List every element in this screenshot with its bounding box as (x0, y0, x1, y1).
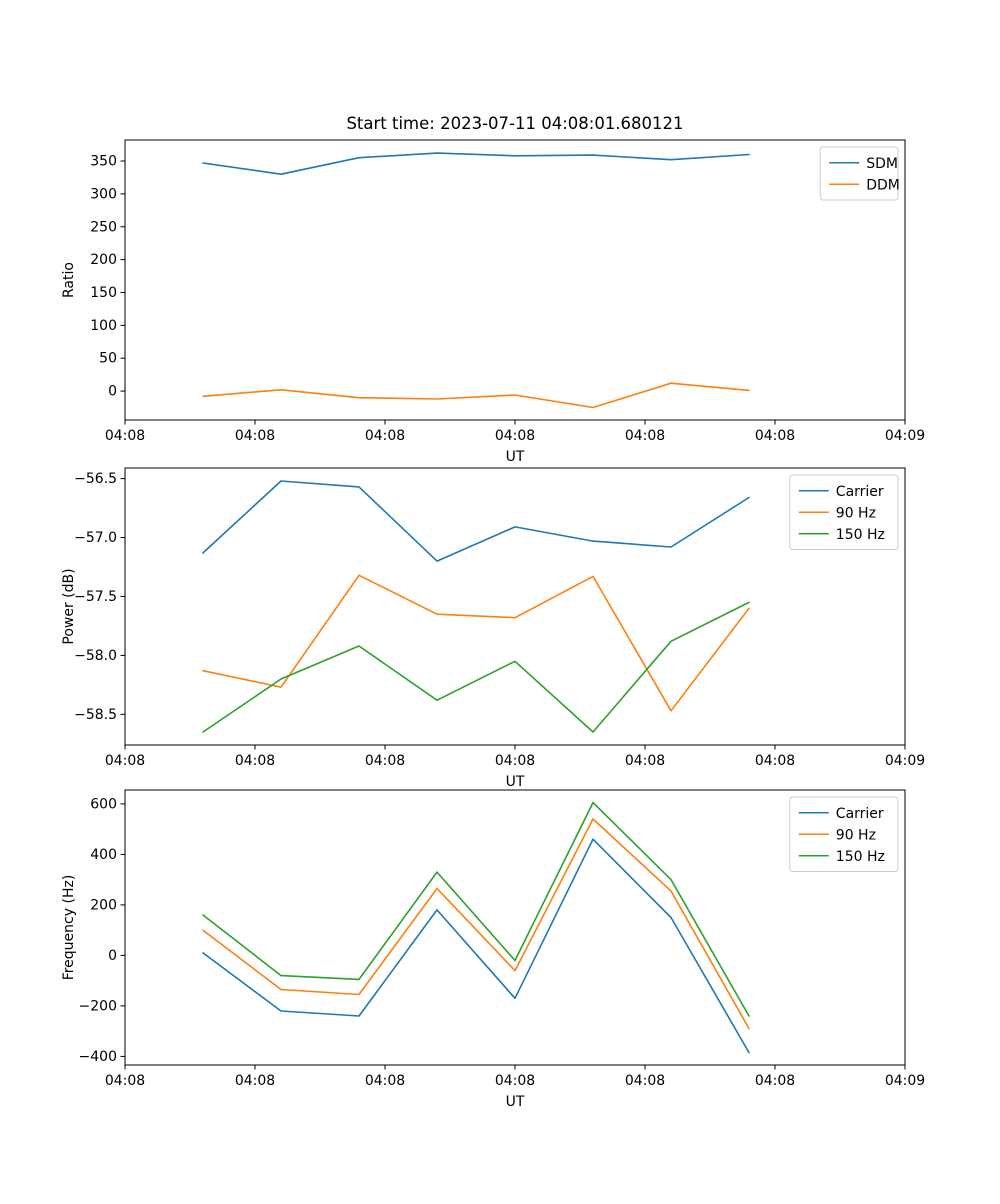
x-tick-label: 04:08 (755, 1073, 795, 1089)
y-tick-label: −57.5 (74, 589, 117, 605)
legend-label-carrier: Carrier (836, 484, 884, 500)
y-tick-label: 50 (99, 351, 117, 367)
x-tick-label: 04:08 (495, 428, 535, 444)
series-line-150-hz (202, 601, 750, 733)
x-tick-label: 04:08 (365, 753, 405, 769)
y-axis-label: Power (dB) (61, 568, 77, 644)
x-tick-label: 04:08 (625, 753, 665, 769)
y-tick-label: 400 (90, 847, 117, 863)
axes-frame (124, 467, 906, 746)
y-tick-label: 150 (90, 285, 117, 301)
series-line-150-hz (202, 801, 750, 1017)
x-tick-label: 04:09 (885, 753, 925, 769)
legend-label-90-hz: 90 Hz (836, 827, 876, 843)
x-tick-label: 04:08 (625, 1073, 665, 1089)
y-axis-label: Frequency (Hz) (61, 875, 77, 981)
series-line-carrier (202, 838, 750, 1054)
x-tick-label: 04:08 (495, 1073, 535, 1089)
y-tick-label: −57.0 (74, 530, 117, 546)
subplot-2: 04:08 04:08 04:08 04:08 04:08 04:08 04:09 −58.5… (61, 467, 925, 790)
subplot-1: 04:08 04:08 04:08 04:08 04:08 04:08 04:09 0 50 10… (61, 114, 925, 465)
subplot-3: 04:08 04:08 04:08 04:08 04:08 04:08 04:09 −400 −… (61, 789, 925, 1110)
y-tick-label: 600 (90, 796, 117, 812)
legend-frame (789, 796, 899, 872)
legend-label-90-hz: 90 Hz (836, 505, 876, 521)
y-axis-label: Ratio (61, 262, 77, 298)
x-tick-label: 04:09 (885, 1073, 925, 1089)
series-line-ddm (202, 382, 750, 409)
series-line-90-hz (202, 574, 750, 712)
legend-frame (819, 146, 899, 201)
legend-label-sdm: SDM (866, 156, 898, 172)
y-tick-label: −400 (79, 1049, 117, 1065)
x-tick-label: 04:08 (755, 428, 795, 444)
x-tick-label: 04:08 (625, 428, 665, 444)
y-tick-label: −58.5 (74, 707, 117, 723)
x-tick-label: 04:08 (105, 753, 145, 769)
x-tick-label: 04:08 (235, 428, 275, 444)
x-tick-label: 04:09 (885, 428, 925, 444)
y-tick-label: −200 (79, 998, 117, 1014)
plot-title: Start time: 2023-07-11 04:08:01.680121 (346, 114, 683, 133)
y-tick-label: 0 (108, 948, 117, 964)
y-tick-label: −58.0 (74, 648, 117, 664)
axes-frame (124, 139, 906, 421)
x-tick-label: 04:08 (235, 753, 275, 769)
legend-label-carrier: Carrier (836, 806, 884, 822)
series-line-carrier (202, 480, 750, 562)
x-tick-label: 04:08 (105, 428, 145, 444)
legend-frame (789, 474, 899, 550)
x-tick-label: 04:08 (235, 1073, 275, 1089)
axes-frame (124, 789, 906, 1066)
x-tick-label: 04:08 (105, 1073, 145, 1089)
x-axis-label: UT (506, 1094, 525, 1110)
x-tick-label: 04:08 (495, 753, 535, 769)
legend-label-150-hz: 150 Hz (836, 527, 885, 543)
y-tick-label: 250 (90, 219, 117, 235)
y-tick-label: 300 (90, 186, 117, 202)
y-tick-label: 100 (90, 318, 117, 334)
x-tick-label: 04:08 (755, 753, 795, 769)
x-tick-label: 04:08 (365, 428, 405, 444)
y-tick-label: 0 (108, 384, 117, 400)
series-line-90-hz (202, 818, 750, 1030)
y-tick-label: 200 (90, 897, 117, 913)
x-axis-label: UT (506, 449, 525, 465)
series-line-sdm (202, 152, 750, 175)
legend-label-150-hz: 150 Hz (836, 849, 885, 865)
x-tick-label: 04:08 (365, 1073, 405, 1089)
y-tick-label: 200 (90, 252, 117, 268)
x-axis-label: UT (506, 774, 525, 790)
legend-label-ddm: DDM (866, 177, 900, 193)
y-tick-label: −56.5 (74, 471, 117, 487)
y-tick-label: 350 (90, 154, 117, 170)
